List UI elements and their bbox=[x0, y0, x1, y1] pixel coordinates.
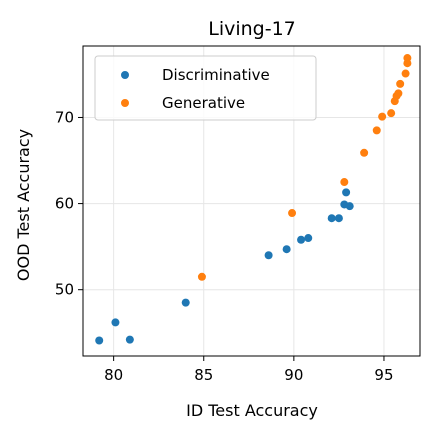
x-tick-label: 85 bbox=[194, 366, 213, 384]
point-generative bbox=[197, 272, 206, 281]
x-axis-label: ID Test Accuracy bbox=[186, 401, 318, 420]
chart-title: Living-17 bbox=[208, 18, 296, 40]
x-tick-label: 90 bbox=[284, 366, 303, 384]
point-discriminative bbox=[297, 235, 306, 244]
legend: Discriminative Generative bbox=[94, 55, 317, 121]
point-discriminative bbox=[264, 251, 273, 260]
legend-label-generative: Generative bbox=[162, 94, 245, 112]
point-generative bbox=[394, 89, 403, 98]
y-tick-label: 50 bbox=[55, 281, 74, 299]
point-generative bbox=[387, 109, 396, 118]
data-points bbox=[95, 54, 412, 345]
y-tick-label: 60 bbox=[55, 195, 74, 213]
point-generative bbox=[378, 112, 387, 121]
point-generative bbox=[401, 69, 410, 78]
point-discriminative bbox=[345, 202, 354, 211]
point-discriminative bbox=[304, 234, 313, 243]
legend-box bbox=[94, 55, 317, 121]
point-discriminative bbox=[342, 188, 351, 197]
point-generative bbox=[340, 178, 349, 187]
point-generative bbox=[360, 148, 369, 157]
legend-marker-generative bbox=[121, 99, 129, 107]
point-discriminative bbox=[95, 336, 104, 345]
point-discriminative bbox=[181, 298, 190, 307]
legend-marker-discriminative bbox=[121, 71, 129, 79]
point-discriminative bbox=[327, 214, 336, 223]
point-generative bbox=[396, 79, 405, 88]
point-discriminative bbox=[282, 245, 291, 254]
point-generative bbox=[288, 209, 297, 218]
point-discriminative bbox=[125, 335, 134, 344]
point-generative bbox=[372, 126, 381, 135]
point-generative bbox=[403, 54, 412, 63]
axis-ticks: 80 85 90 95 50 60 70 bbox=[55, 108, 394, 384]
point-discriminative bbox=[111, 318, 120, 327]
y-axis-label: OOD Test Accuracy bbox=[14, 129, 33, 281]
point-discriminative bbox=[334, 214, 343, 223]
y-tick-label: 70 bbox=[55, 108, 74, 126]
legend-label-discriminative: Discriminative bbox=[162, 66, 270, 84]
x-tick-label: 95 bbox=[374, 366, 393, 384]
plot-frame bbox=[82, 45, 421, 357]
x-tick-label: 80 bbox=[104, 366, 123, 384]
